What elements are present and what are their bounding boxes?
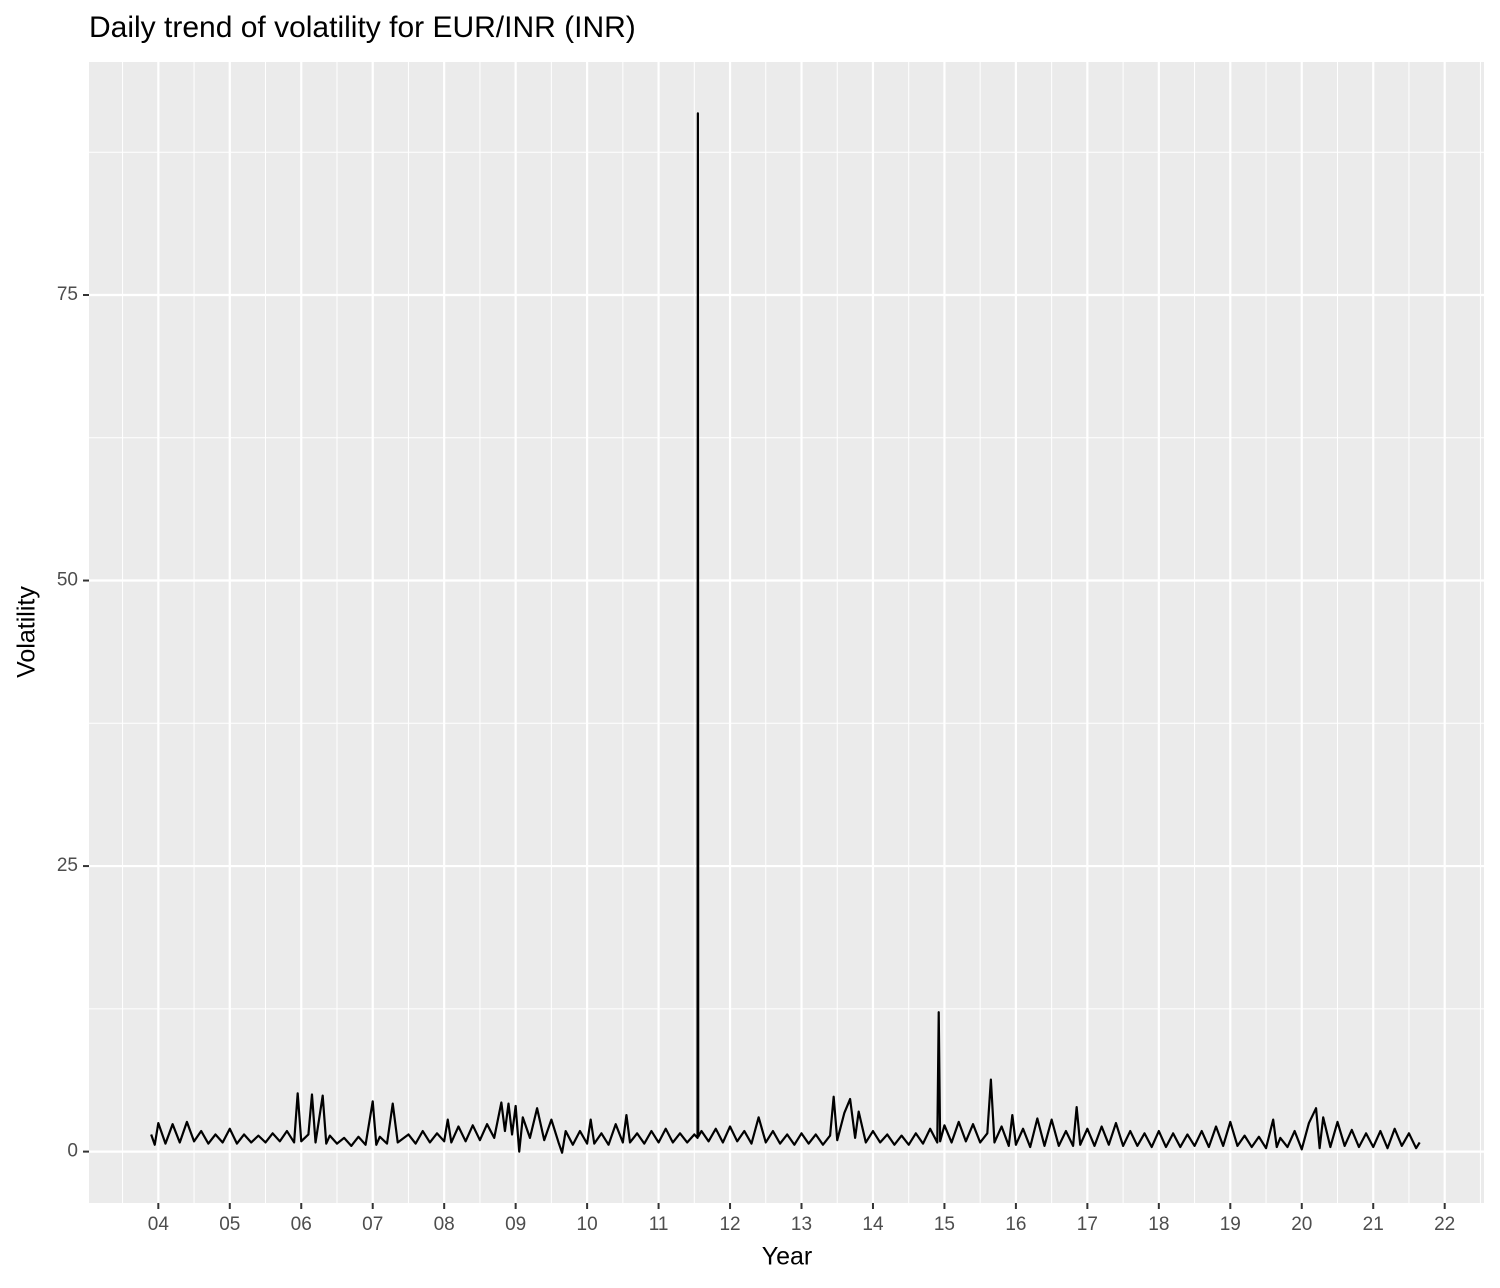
- x-tick-label: 20: [1291, 1214, 1312, 1235]
- x-tick-label: 13: [791, 1214, 812, 1235]
- x-tick-label: 06: [291, 1214, 312, 1235]
- x-tick-label: 04: [148, 1214, 170, 1235]
- y-tick-label: 75: [57, 284, 78, 305]
- x-tick-label: 08: [434, 1214, 455, 1235]
- x-tick-label: 10: [577, 1214, 598, 1235]
- x-tick-label: 09: [505, 1214, 526, 1235]
- x-tick-label: 14: [862, 1214, 884, 1235]
- x-tick-label: 18: [1148, 1214, 1169, 1235]
- y-tick-label: 25: [57, 855, 78, 876]
- x-axis-title: Year: [762, 1243, 813, 1271]
- x-tick-label: 19: [1220, 1214, 1241, 1235]
- x-tick-label: 17: [1077, 1214, 1098, 1235]
- y-axis-title: Volatility: [13, 586, 41, 678]
- y-tick-label: 0: [67, 1141, 78, 1162]
- chart-title: Daily trend of volatility for EUR/INR (I…: [89, 11, 636, 44]
- x-tick-label: 11: [649, 1214, 669, 1235]
- grid: [89, 62, 1484, 1203]
- x-tick-label: 22: [1434, 1214, 1455, 1235]
- x-tick-label: 05: [219, 1214, 240, 1235]
- plot-area: [150, 112, 1421, 1154]
- y-tick-label: 50: [57, 570, 78, 591]
- x-tick-label: 21: [1363, 1214, 1384, 1235]
- x-tick-label: 07: [362, 1214, 383, 1235]
- x-tick-label: 15: [934, 1214, 955, 1235]
- panel: [89, 62, 1484, 1203]
- x-tick-label: 16: [1005, 1214, 1026, 1235]
- line: [150, 112, 1421, 1154]
- x-tick-label: 12: [719, 1214, 740, 1235]
